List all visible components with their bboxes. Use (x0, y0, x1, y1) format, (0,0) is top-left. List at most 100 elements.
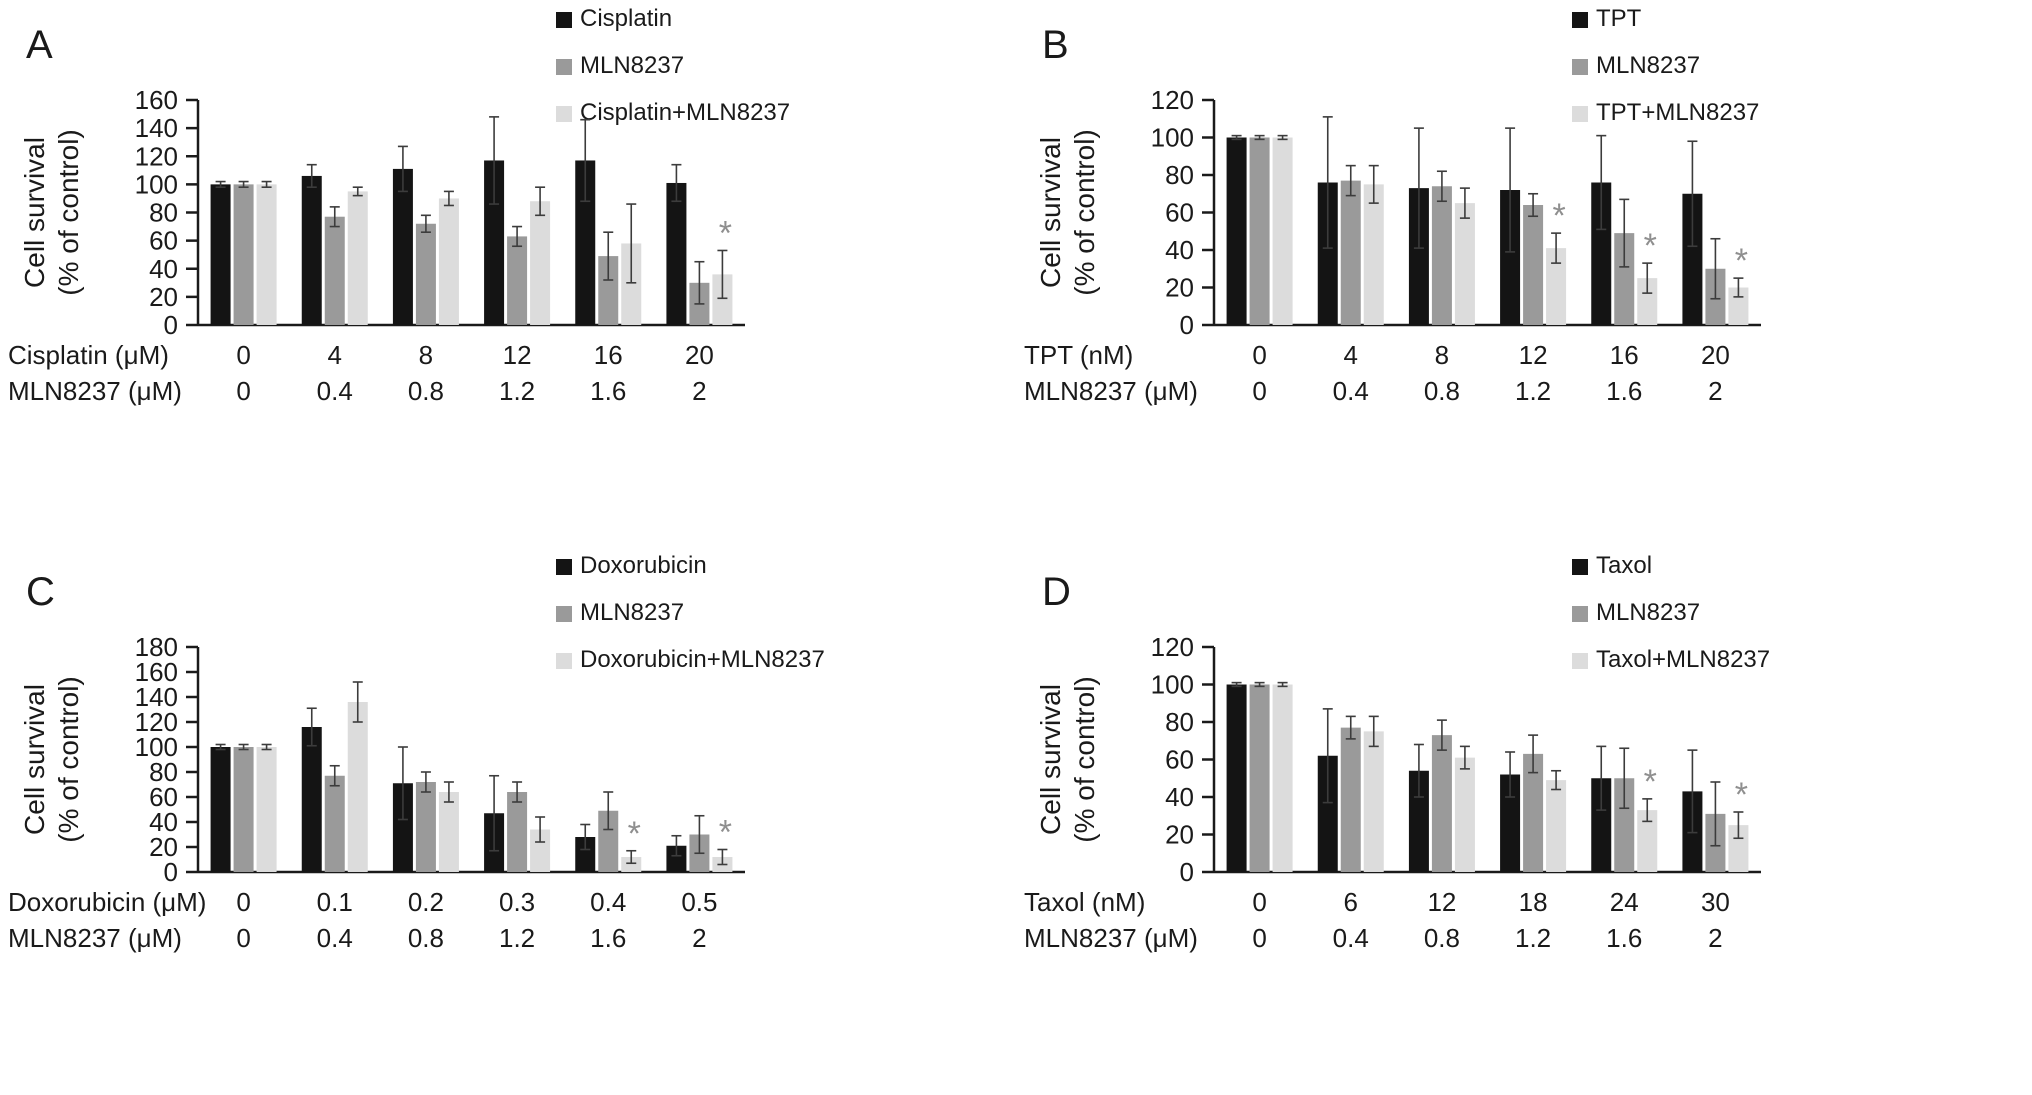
legend-swatch (556, 59, 572, 75)
chart-panel-c: C Doxorubicin MLN8237 Doxorubicin+MLN8237 Ce… (8, 552, 825, 953)
significance-asterisk: * (1644, 763, 1657, 801)
x-value-label: 0.8 (1424, 923, 1460, 953)
chart-cisplatin: A Cisplatin MLN8237 Cisplatin+MLN8237 Cell s… (0, 0, 1016, 547)
bar (1454, 203, 1475, 325)
y-axis-title-line1: Cell survival (1035, 137, 1066, 288)
chart-taxol: D Taxol MLN8237 Taxol+MLN8237 Cell survival(… (1016, 547, 2032, 1094)
bar (1317, 182, 1338, 325)
bar (1637, 810, 1658, 872)
bar (210, 747, 231, 872)
x-value-label: 0 (236, 376, 250, 406)
y-tick-label: 80 (1165, 707, 1194, 737)
y-tick-label: 80 (1165, 160, 1194, 190)
x-value-label: 0.8 (408, 376, 444, 406)
x-value-label: 8 (1435, 340, 1449, 370)
x-value-label: 0.8 (1424, 376, 1460, 406)
x-value-label: 0.8 (408, 923, 444, 953)
bar (392, 168, 413, 325)
bar (507, 792, 528, 872)
x-value-label: 12 (1519, 340, 1548, 370)
y-tick-label: 0 (164, 857, 178, 887)
x-value-label: 1.6 (590, 376, 626, 406)
bar (1546, 248, 1567, 325)
legend-swatch (1572, 106, 1588, 122)
legend-label: Taxol (1596, 552, 1652, 579)
x-value-label: 16 (594, 340, 623, 370)
bar (1272, 684, 1293, 872)
bar (1363, 731, 1384, 872)
legend-label: Doxorubicin+MLN8237 (580, 646, 825, 673)
panel-c: C Doxorubicin MLN8237 Doxorubicin+MLN8237 Ce… (0, 547, 1016, 1095)
x-value-label: 0 (236, 887, 250, 917)
bar (210, 184, 231, 325)
x-value-label: 4 (328, 340, 342, 370)
significance-asterisk: * (719, 814, 732, 852)
bar (484, 160, 505, 325)
bar (598, 810, 619, 872)
legend-swatch (1572, 12, 1588, 28)
bar (347, 702, 368, 872)
bar (598, 256, 619, 325)
y-axis-title: Cell survival (% of control) (19, 676, 84, 843)
x-value-label: 30 (1701, 887, 1730, 917)
x-row-label: MLN8237 (μM) (1024, 923, 1198, 953)
x-value-label: 2 (1708, 376, 1722, 406)
y-tick-label: 120 (135, 707, 178, 737)
significance-asterisk: * (719, 214, 732, 252)
x-value-label: 16 (1610, 340, 1639, 370)
legend: Cisplatin MLN8237 Cisplatin+MLN8237 (556, 5, 790, 126)
bar (438, 198, 459, 325)
bar (621, 857, 642, 872)
bar (256, 184, 277, 325)
x-row-label: Cisplatin (μM) (8, 340, 169, 370)
x-value-label: 0.4 (317, 376, 353, 406)
legend-swatch (1572, 559, 1588, 575)
bar (1614, 778, 1635, 872)
legend-label: MLN8237 (580, 599, 684, 626)
legend-label: MLN8237 (1596, 599, 1700, 626)
x-value-label: 1.2 (499, 376, 535, 406)
legend-swatch (556, 106, 572, 122)
bar (507, 236, 528, 325)
x-value-label: 0.4 (317, 923, 353, 953)
y-tick-label: 120 (1151, 85, 1194, 115)
bar (666, 845, 687, 872)
x-value-label: 0.5 (681, 887, 717, 917)
y-tick-label: 40 (1165, 235, 1194, 265)
bar (1431, 735, 1452, 872)
y-tick-label: 20 (149, 832, 178, 862)
bar (1682, 193, 1703, 325)
x-row-label: TPT (nM) (1024, 340, 1133, 370)
bar (1500, 190, 1521, 325)
x-row-label: Doxorubicin (μM) (8, 887, 206, 917)
significance-asterisk: * (1735, 242, 1748, 280)
panel-letter: D (1042, 570, 1071, 614)
bar (1226, 137, 1247, 325)
y-axis-title-line1: Cell survival (19, 137, 50, 288)
x-value-label: 1.2 (1515, 923, 1551, 953)
legend-label: TPT (1596, 5, 1642, 32)
legend-swatch (1572, 653, 1588, 669)
bar (1591, 778, 1612, 872)
y-tick-label: 160 (135, 85, 178, 115)
x-value-label: 1.6 (590, 923, 626, 953)
bar (530, 201, 551, 325)
panel-letter: B (1042, 23, 1069, 67)
y-tick-label: 100 (135, 169, 178, 199)
bar (324, 216, 345, 325)
x-value-label: 0.1 (317, 887, 353, 917)
y-axis-title-line2: (% of control) (53, 129, 84, 296)
x-value-label: 0 (1252, 887, 1266, 917)
bar (1431, 186, 1452, 325)
bar (712, 274, 733, 325)
bar (1614, 233, 1635, 325)
bar (1591, 182, 1612, 325)
y-tick-label: 180 (135, 632, 178, 662)
x-value-label: 2 (1708, 923, 1722, 953)
bar (233, 747, 254, 872)
bar (1363, 184, 1384, 325)
x-value-label: 4 (1344, 340, 1358, 370)
legend-label: Cisplatin+MLN8237 (580, 99, 790, 126)
x-row-label: MLN8237 (μM) (8, 376, 182, 406)
x-row-label: Taxol (nM) (1024, 887, 1145, 917)
